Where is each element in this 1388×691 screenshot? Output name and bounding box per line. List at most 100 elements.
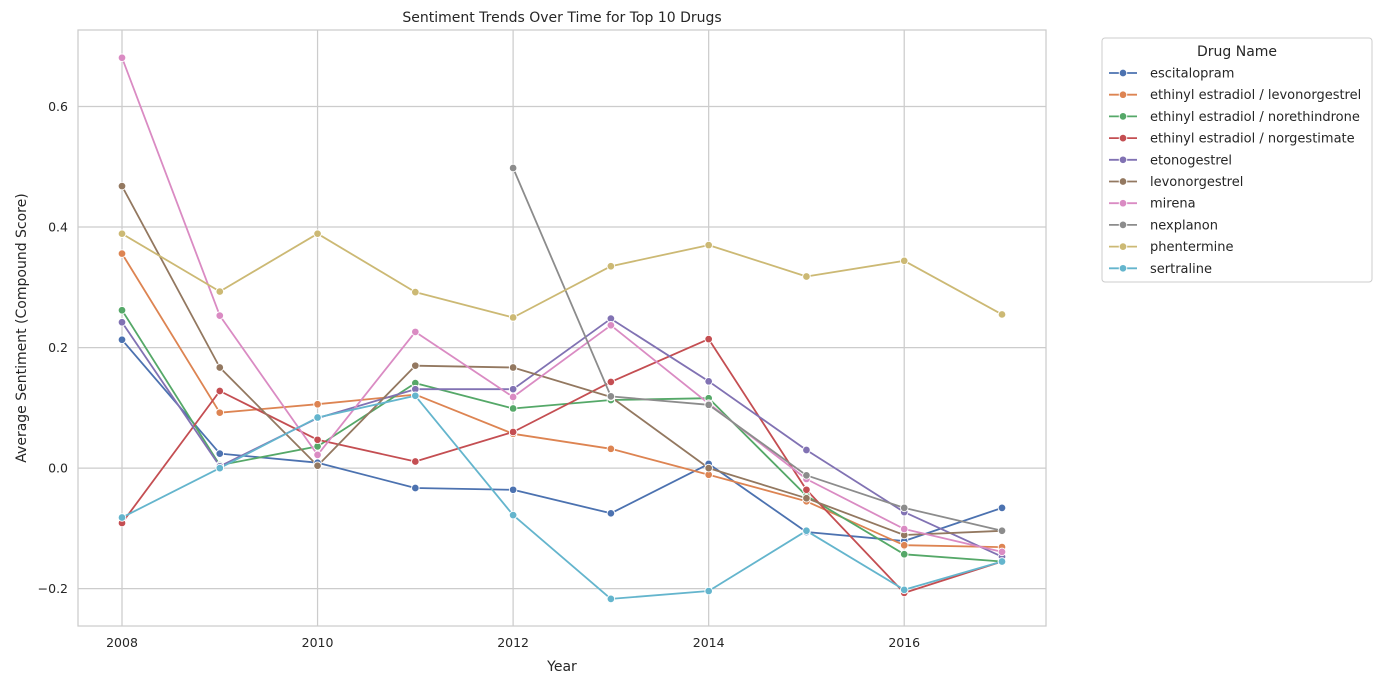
data-point [117,318,127,327]
legend-label: ethinyl estradiol / levonorgestrel [1150,88,1361,103]
legend-item: nexplanon [1109,218,1218,233]
data-point [508,427,518,437]
data-point [411,287,420,297]
data-point [508,404,518,413]
data-point [606,444,616,454]
x-tick-label: 2010 [302,635,334,650]
legend-item: ethinyl estradiol / norgestimate [1109,132,1355,147]
legend-swatch-marker [1118,264,1128,273]
x-tick-label: 2008 [106,635,138,650]
data-point [215,386,225,396]
data-point [899,524,909,534]
legend-swatch-marker [1118,177,1128,186]
legend-swatch-marker [1118,198,1128,208]
legend-label: ethinyl estradiol / norgestimate [1150,132,1355,147]
legend-label: ethinyl estradiol / norethindrone [1150,110,1360,125]
legend: Drug Name escitalopram ethinyl estradiol … [1101,37,1373,283]
legend-swatch-marker [1118,133,1128,143]
data-point [508,510,518,520]
series-line-mirena [121,57,1003,553]
data-point [215,449,225,458]
data-point [313,399,322,409]
data-point [411,457,420,466]
data-point [508,363,518,372]
y-tick-label: −0.2 [38,581,68,596]
data-point [508,313,518,322]
legend-label: mirena [1150,197,1196,212]
legend-label: levonorgestrel [1150,175,1243,190]
data-point [508,384,518,394]
data-point [704,400,713,410]
legend-swatch-marker [1118,242,1128,251]
chart-title: Sentiment Trends Over Time for Top 10 Dr… [402,10,721,26]
data-point [997,310,1007,319]
legend-swatch-marker [1118,112,1128,121]
data-point [313,229,322,238]
data-point [606,261,616,271]
series-line-sertraline [121,394,1003,600]
data-point [899,585,909,595]
legend-swatch-marker [1118,220,1128,230]
legend-label: phentermine [1150,240,1233,255]
plot-area [77,29,1047,627]
series-markers [117,53,1007,604]
legend-label: escitalopram [1150,67,1234,82]
data-point [802,272,811,281]
series-line-phentermine [121,232,1003,319]
legend-title: Drug Name [1197,44,1277,60]
series-line-levonorgestrel [121,185,1003,536]
data-point [117,53,127,62]
data-point [117,249,127,258]
y-tick-label: 0.6 [48,99,68,114]
data-point [508,163,518,173]
data-point [899,540,909,550]
legend-swatch-marker [1118,155,1128,165]
data-point [313,461,322,470]
legend-items: escitalopram ethinyl estradiol / levonorg… [1109,67,1361,277]
data-point [704,334,713,344]
data-point [606,392,616,401]
legend-swatch-marker [1118,68,1128,78]
data-point [606,377,616,387]
data-point [313,435,322,445]
legend-item: levonorgestrel [1109,175,1243,190]
data-point [215,287,225,296]
legend-label: etonogestrel [1150,153,1232,168]
legend-item: phentermine [1109,240,1233,255]
data-point [411,391,420,401]
legend-item: ethinyl estradiol / levonorgestrel [1109,88,1361,103]
data-point [997,557,1007,566]
legend-item: sertraline [1109,262,1212,277]
data-point [997,526,1007,536]
data-point [997,547,1007,557]
data-point [215,311,225,320]
x-tick-label: 2012 [497,635,529,650]
series-line-nexplanon [512,167,1003,532]
x-tick-label: 2016 [888,635,920,650]
data-point [606,509,616,518]
data-point [313,450,322,460]
y-tick-label: 0.0 [48,461,68,476]
data-point [215,408,225,417]
data-point [997,503,1007,513]
data-point [508,485,518,495]
x-tick-label: 2014 [693,635,725,650]
legend-box [1101,37,1373,283]
data-point [899,503,909,513]
data-point [606,321,616,330]
legend-item: escitalopram [1109,67,1234,82]
data-point [802,493,811,503]
series-line-escitalopram [121,339,1003,542]
data-point [899,550,909,559]
series-line-ethinyl-estradiol-levonorgestrel [121,253,1003,548]
data-point [704,377,713,386]
series-line-ethinyl-estradiol-norethindrone [121,309,1003,563]
data-point [117,229,127,238]
legend-item: mirena [1109,197,1196,212]
data-point [704,586,713,596]
series-lines [121,57,1003,600]
data-point [704,463,713,473]
data-point [117,335,127,345]
data-point [802,471,811,480]
data-point [802,526,811,536]
